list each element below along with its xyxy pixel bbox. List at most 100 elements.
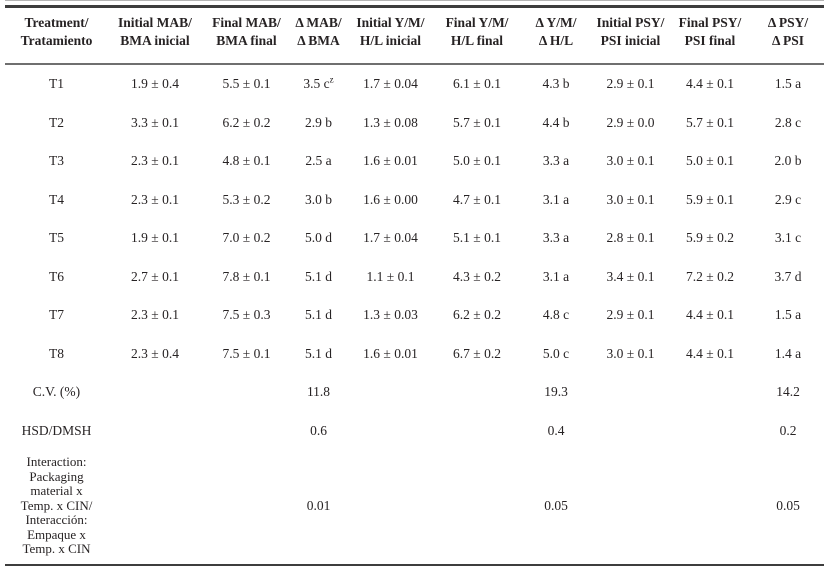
table-cell: 3.4 ± 0.1	[606, 268, 655, 284]
table-cell: 5.5 ± 0.1	[222, 76, 271, 92]
table-row: T6 2.7 ± 0.1 7.8 ± 0.1 5.1 d 1.1 ± 0.1 4.3 ± …	[5, 258, 824, 297]
table-cell: 1.3 ± 0.03	[363, 307, 418, 323]
column-header: Final MAB/BMA final	[202, 8, 291, 65]
table-cell: 4.4 ± 0.1	[686, 307, 734, 323]
table-cell: 1.9 ± 0.4	[131, 76, 179, 92]
table-cell	[668, 412, 752, 451]
column-header-line-es: H/L final	[450, 33, 504, 48]
table-cell: 2.9 ± 0.1	[606, 76, 655, 92]
table-cell: 6.2 ± 0.2	[453, 307, 501, 323]
column-header: Δ PSY/Δ PSI	[752, 8, 824, 65]
table-cell: 5.9 ± 0.2	[686, 230, 734, 246]
row-label: HSD/DMSH	[21, 422, 92, 438]
row-label: Interaction: Packaging material x Temp. …	[20, 454, 93, 556]
table-cell: 4.4 ± 0.1	[686, 76, 734, 92]
row-label: T2	[49, 114, 64, 130]
table-cell: 3.0 ± 0.1	[606, 191, 655, 207]
table-cell: 3.1 a	[542, 268, 570, 284]
table-cell	[346, 412, 435, 451]
table-cell: 1.5 a	[774, 307, 802, 323]
table-cell: 2.8 c	[774, 114, 802, 130]
table-cell	[108, 373, 202, 412]
table-cell	[435, 450, 519, 565]
column-header-line-es: PSI inicial	[600, 33, 661, 48]
table-cell: 3.3 ± 0.1	[131, 114, 179, 130]
column-header-line-en: Δ Y/M/	[535, 15, 577, 30]
table-cell	[668, 450, 752, 565]
table-row: Interaction: Packaging material x Temp. …	[5, 450, 824, 565]
table-cell	[108, 412, 202, 451]
table-cell: 0.01	[306, 497, 331, 513]
table-cell: 5.0 ± 0.1	[453, 153, 501, 169]
table-cell	[202, 373, 291, 412]
table-cell: 2.0 b	[774, 153, 802, 169]
table-cell	[202, 412, 291, 451]
column-header: Δ Y/M/Δ H/L	[519, 8, 593, 65]
column-header: Initial Y/M/H/L inicial	[346, 8, 435, 65]
table-cell: 4.4 ± 0.1	[686, 345, 734, 361]
table-cell	[435, 412, 519, 451]
table-cell: 4.7 ± 0.1	[453, 191, 501, 207]
table-cell: 1.6 ± 0.01	[363, 153, 418, 169]
table-cell: 2.9 c	[774, 191, 802, 207]
table-cell: 5.1 d	[305, 345, 332, 361]
table-cell: 7.2 ± 0.2	[686, 268, 734, 284]
column-header-line-es: BMA final	[216, 33, 277, 48]
table-cell: 7.5 ± 0.3	[222, 307, 271, 323]
table-header: Treatment/Tratamiento Initial MAB/BMA ini…	[5, 8, 824, 65]
row-label: T8	[49, 345, 64, 361]
table-cell: 3.0 b	[305, 191, 332, 207]
table-cell: 2.8 ± 0.1	[606, 230, 655, 246]
table-cell: 7.5 ± 0.1	[222, 345, 271, 361]
table-header-row: Treatment/Tratamiento Initial MAB/BMA ini…	[5, 8, 824, 65]
table-cell: 1.7 ± 0.04	[363, 230, 418, 246]
table-cell: 5.0 ± 0.1	[686, 153, 734, 169]
column-header-line-es: Δ H/L	[538, 33, 574, 48]
column-header-line-en: Final MAB/	[212, 15, 281, 30]
table-cell: 2.3 ± 0.1	[131, 191, 179, 207]
column-header-line-en: Treatment/	[24, 15, 89, 30]
table-cell	[346, 450, 435, 565]
row-label: C.V. (%)	[32, 384, 81, 400]
table-row: T1 1.9 ± 0.4 5.5 ± 0.1 3.5 cz 1.7 ± 0.04 6.1 …	[5, 64, 824, 104]
table-cell: 1.9 ± 0.1	[131, 230, 179, 246]
results-table: Treatment/Tratamiento Initial MAB/BMA ini…	[5, 8, 824, 566]
table-row: T5 1.9 ± 0.1 7.0 ± 0.2 5.0 d 1.7 ± 0.04 5.1 ±…	[5, 219, 824, 258]
table-row: C.V. (%) 11.8 19.3 14.2	[5, 373, 824, 412]
column-header-line-es: BMA inicial	[120, 33, 190, 48]
table-cell	[108, 450, 202, 565]
column-header-line-en: Final PSY/	[678, 15, 742, 30]
table-cell: 2.3 ± 0.1	[131, 307, 179, 323]
table-cell: 5.0 c	[542, 345, 570, 361]
table-cell: 5.1 d	[305, 268, 332, 284]
column-header: Initial MAB/BMA inicial	[108, 8, 202, 65]
column-header-line-en: Δ PSY/	[767, 15, 809, 30]
table-cell: 19.3	[544, 384, 568, 400]
table-cell: 0.05	[544, 497, 568, 513]
table-cell: 3.5 cz	[303, 74, 334, 92]
table-cell: 0.4	[547, 422, 565, 438]
table-cell: 0.05	[776, 497, 800, 513]
table-cell: 7.0 ± 0.2	[222, 230, 271, 246]
table-row: HSD/DMSH 0.6 0.4 0.2	[5, 412, 824, 451]
row-label: T4	[49, 191, 64, 207]
table-cell: 1.4 a	[774, 345, 802, 361]
table-cell: 4.8 ± 0.1	[222, 153, 271, 169]
table-cell: 4.3 ± 0.2	[453, 268, 501, 284]
column-header: Final PSY/PSI final	[668, 8, 752, 65]
column-header-line-es: Δ PSI	[771, 33, 805, 48]
table-cell: 6.7 ± 0.2	[453, 345, 501, 361]
row-label: T1	[49, 76, 64, 92]
column-header-line-es: Tratamiento	[20, 33, 93, 48]
table-cell: 1.6 ± 0.00	[363, 191, 418, 207]
table-cell	[593, 450, 668, 565]
row-label: T3	[49, 153, 64, 169]
table-cell: 1.1 ± 0.1	[366, 268, 415, 284]
column-header-line-en: Initial PSY/	[596, 15, 665, 30]
column-header: Final Y/M/H/L final	[435, 8, 519, 65]
table-cell: 0.6	[310, 422, 327, 438]
row-label: T6	[49, 268, 64, 284]
table-cell: 2.3 ± 0.4	[131, 345, 179, 361]
table-cell: 2.9 ± 0.1	[606, 307, 655, 323]
